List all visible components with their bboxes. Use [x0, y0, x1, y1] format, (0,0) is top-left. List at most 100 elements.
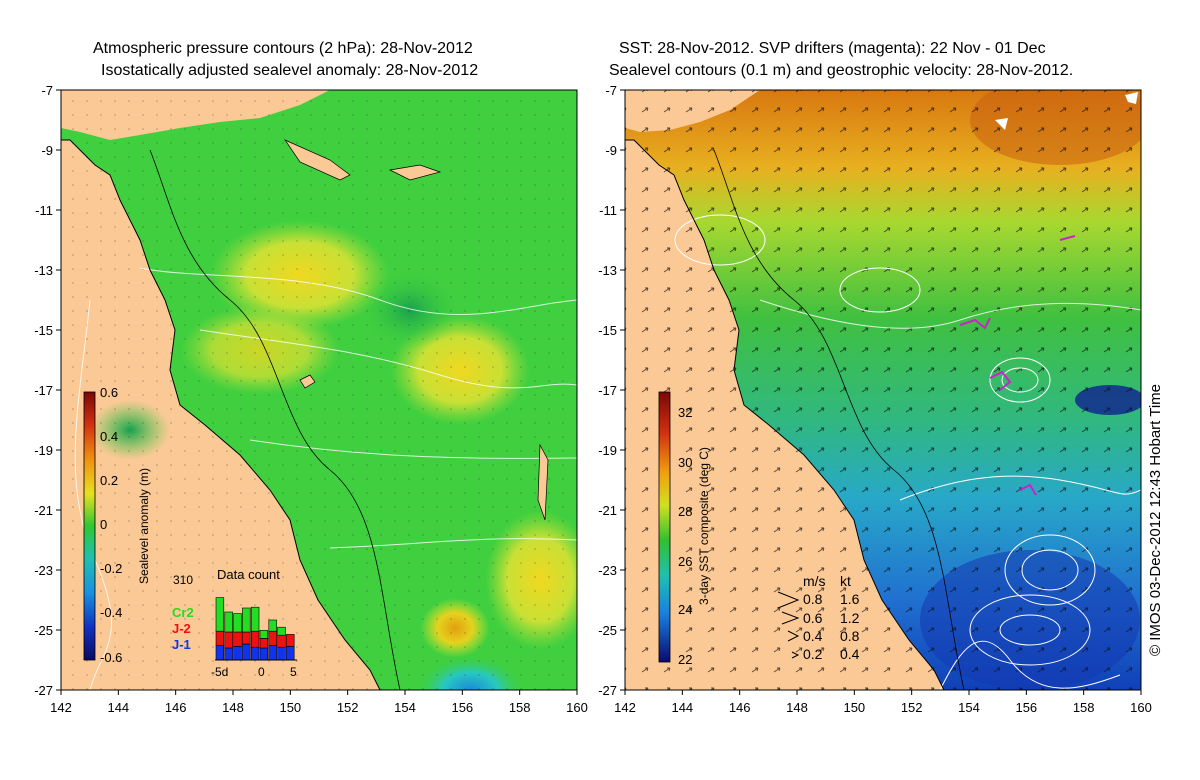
svp-drifter-track: [1019, 483, 1037, 496]
velocity-legend-arrow: [787, 630, 800, 642]
data-count-bar-cr2: [268, 619, 277, 632]
sst-colorbar: [658, 391, 671, 663]
data-count-bar-cr2: [259, 630, 269, 639]
velocity-legend-kt: 0.8: [840, 628, 860, 644]
left-map-axes: -7 -9 -11 -13 -15 -17 -19 -21 -23 -25 -27 142 144 146…: [34, 83, 588, 715]
right-map-title-line1: SST: 28-Nov-2012. SVP drifters (magenta)…: [619, 40, 1046, 57]
sealevel-colorbar-tick: 0.4: [100, 429, 118, 444]
left-map: [61, 90, 577, 690]
left-lon-tick-label: 156: [451, 700, 473, 715]
data-count-title: Data count: [217, 567, 280, 582]
island: [537, 443, 549, 521]
right-lat-tick-label: -11: [599, 203, 617, 218]
left-lon-tick-label: 142: [50, 700, 72, 715]
pressure-contour: [249, 439, 577, 459]
left-pressure-dots: [61, 90, 577, 690]
data-count-max: 310: [173, 573, 193, 587]
sealevel-contour: [989, 357, 1051, 403]
data-count-bar-cr2: [224, 611, 233, 633]
left-bathymetry-contour: [149, 149, 401, 690]
data-count-bar-j2: [215, 630, 225, 646]
sealevel-contour: [1004, 534, 1096, 606]
right-lat-tick-label: -27: [598, 683, 617, 698]
left-lat-tick-label: -25: [34, 623, 53, 638]
left-coastline: [61, 139, 381, 690]
sealevel-colorbar: [83, 391, 96, 661]
sst-colorbar-tick: 30: [678, 455, 692, 470]
imos-credit: © IMOS 03-Dec-2012 12:43 Hobart Time: [1147, 384, 1164, 656]
left-lon-tick-label: 152: [337, 700, 359, 715]
sealevel-contour: [999, 614, 1061, 646]
data-count-bar-cr2: [277, 626, 286, 636]
velocity-legend-ms: 0.8: [803, 591, 823, 607]
data-count-bar-j1: [286, 646, 295, 661]
island: [299, 374, 316, 389]
right-lat-tick-label: -19: [598, 443, 617, 458]
data-count-bar-cr2: [233, 613, 242, 633]
data-count-legend-j1: J-1: [172, 637, 191, 652]
sst-colorbar-tick: 28: [678, 504, 692, 519]
left-lon-tick-label: 150: [279, 700, 301, 715]
left-map-title-line1: Atmospheric pressure contours (2 hPa): 2…: [93, 40, 473, 57]
sealevel-contour: [1001, 367, 1039, 393]
sealevel-colorbar-label: Sealevel anomaly (m): [137, 468, 151, 584]
right-lat-tick-label: -7: [605, 83, 617, 98]
cloud-mask: [995, 118, 1008, 130]
velocity-legend-arrow: [791, 651, 800, 659]
sst-colorbar-label: 3-day SST composite (deg C): [697, 447, 711, 605]
data-count-tick: -5d: [211, 665, 228, 679]
velocity-legend-kt: 1.6: [840, 591, 860, 607]
right-lon-tick-label: 152: [901, 700, 923, 715]
right-map-title-line2: Sealevel contours (0.1 m) and geostrophi…: [609, 62, 1074, 79]
left-lat-tick-label: -11: [35, 203, 53, 218]
data-count-bars: [215, 597, 295, 661]
velocity-legend-header-ms: m/s: [803, 573, 826, 589]
data-count-tick: 0: [258, 665, 265, 679]
sealevel-contour: [939, 640, 1121, 690]
data-count-bar-j2: [250, 630, 260, 648]
left-lon-tick-label: 144: [107, 700, 129, 715]
left-lon-tick-label: 160: [566, 700, 588, 715]
sealevel-colorbar-tick: 0.2: [100, 473, 118, 488]
right-lat-tick-label: -15: [598, 323, 617, 338]
left-lon-tick-label: 154: [394, 700, 416, 715]
sst-colorbar-tick: 24: [678, 602, 692, 617]
left-lat-tick-label: -9: [41, 143, 53, 158]
data-count-legend-j2: J-2: [172, 621, 191, 636]
island: [284, 139, 351, 181]
svp-drifter-track: [989, 370, 1012, 391]
left-lon-tick-label: 146: [165, 700, 187, 715]
right-lon-tick-label: 150: [843, 700, 865, 715]
right-lat-tick-label: -25: [598, 623, 617, 638]
left-lat-tick-label: -21: [34, 503, 53, 518]
data-count-legend-cr2: Cr2: [172, 605, 194, 620]
data-count-bar-j2: [224, 631, 233, 649]
pressure-contour: [139, 267, 577, 315]
right-coastline: [625, 139, 945, 690]
sealevel-contour: [674, 214, 766, 266]
left-map-title-line2: Isostatically adjusted sealevel anomaly:…: [101, 62, 479, 79]
left-lat-tick-label: -17: [34, 383, 53, 398]
sealevel-contour: [969, 594, 1091, 666]
left-lat-tick-label: -15: [34, 323, 53, 338]
data-count-bar-j2: [259, 638, 269, 649]
right-lon-tick-label: 158: [1073, 700, 1095, 715]
right-lat-tick-label: -13: [598, 263, 617, 278]
sst-colorbar-tick: 32: [678, 405, 692, 420]
velocity-legend-header-kt: kt: [840, 573, 851, 589]
sealevel-colorbar-tick: 0: [100, 517, 107, 532]
data-count-bar-j1: [215, 645, 225, 661]
sealevel-contour: [1021, 549, 1079, 591]
data-count-bar-j1: [233, 646, 242, 661]
data-count-bar-j1: [268, 645, 277, 661]
island: [388, 164, 442, 181]
svp-drifter-track: [959, 317, 991, 330]
right-lon-tick-label: 142: [614, 700, 636, 715]
velocity-legend-kt: 0.4: [840, 646, 860, 662]
right-lat-tick-label: -21: [598, 503, 617, 518]
sst-colorbar-tick: 22: [678, 652, 692, 667]
velocity-legend: m/s kt 0.8 1.6 0.6 1.2 0.4 0.8 0.2 0.4: [777, 573, 860, 662]
data-count-bar-cr2: [250, 606, 260, 632]
velocity-legend-ms: 0.2: [803, 646, 823, 662]
